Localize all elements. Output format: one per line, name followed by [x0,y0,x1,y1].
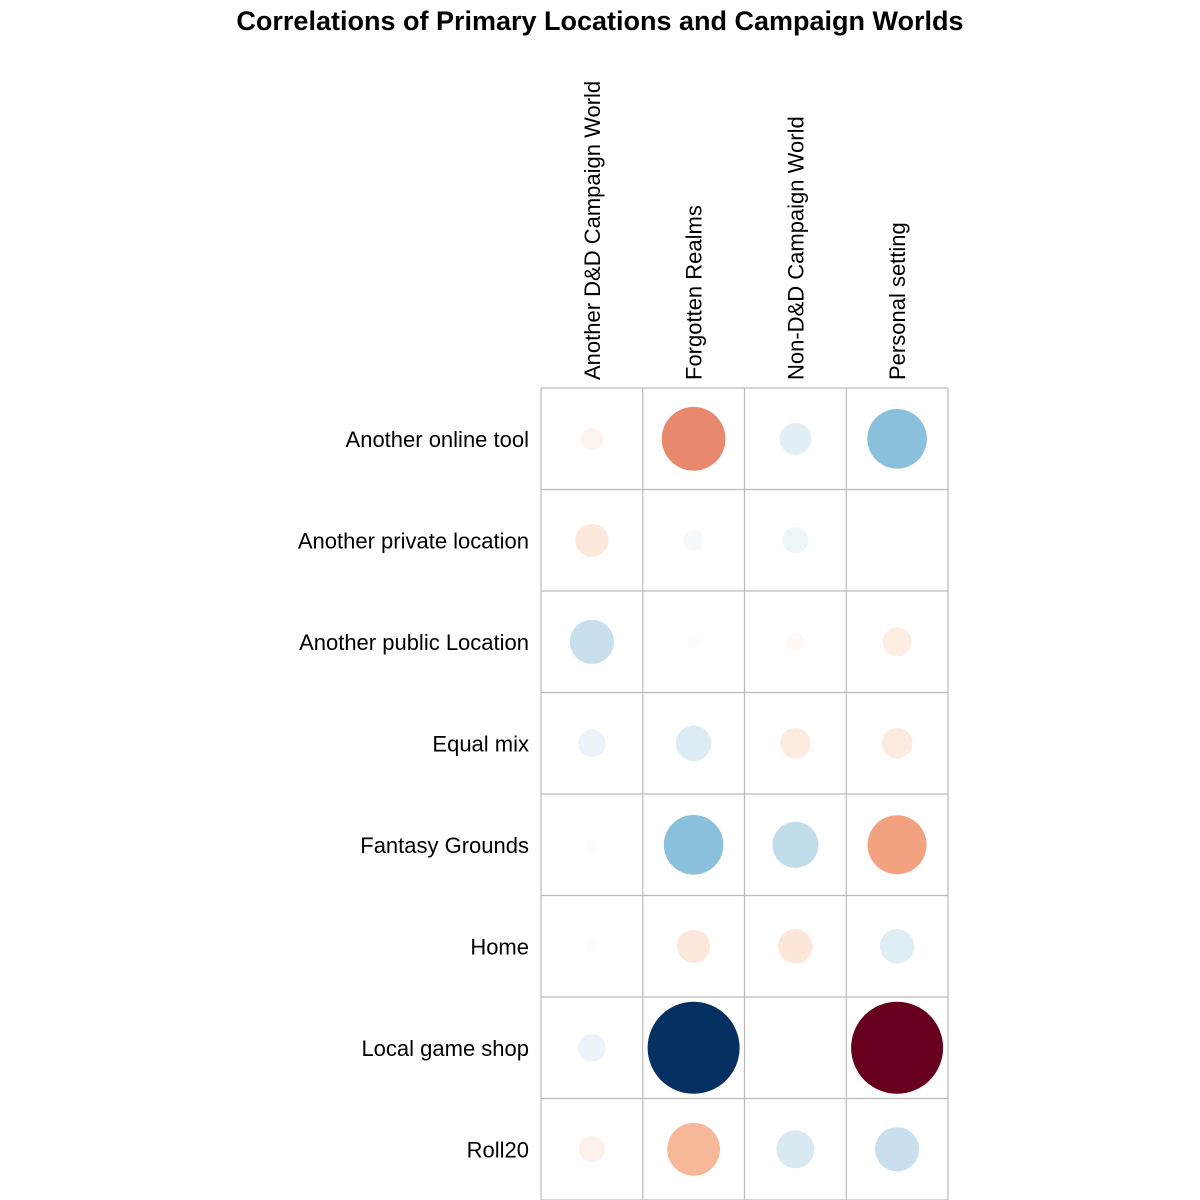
row-label: Another online tool [346,427,529,452]
correlation-circle [851,1002,943,1094]
correlation-circle [772,822,818,868]
column-label: Forgotten Realms [682,205,707,380]
row-label: Another private location [298,528,529,553]
column-label: Non-D&D Campaign World [783,116,808,380]
correlation-circles [570,407,943,1176]
correlation-circle [575,524,608,557]
correlation-circle [782,527,808,553]
correlation-circle [677,930,710,963]
row-labels: Another online tool Another private locat… [298,427,529,1163]
row-label: Local game shop [361,1036,529,1061]
correlation-circle [667,1123,720,1176]
correlation-circle [776,1130,814,1168]
correlation-circle [578,1034,606,1062]
correlation-circle [579,1136,605,1162]
correlation-circle [780,423,812,455]
correlation-circle [875,1127,919,1171]
correlation-circle [880,929,914,963]
correlation-circle [585,940,598,953]
correlation-circle [868,815,927,874]
correlation-circle [585,838,598,851]
correlation-circle [648,1002,740,1094]
correlation-circle [578,730,606,758]
row-label: Another public Location [299,630,529,655]
correlation-circle [664,815,724,875]
correlation-circle [570,620,614,664]
correlation-circle [883,627,912,656]
correlation-circle [683,530,704,551]
correlation-circle [581,428,604,451]
row-label: Roll20 [467,1137,529,1162]
correlation-circle [687,635,700,648]
correlation-circle [780,728,811,759]
correlation-circle [786,633,804,651]
column-labels: Another D&D Campaign World Forgotten Real… [580,81,910,380]
correlation-circle [867,409,927,469]
correlation-circle [676,726,712,762]
correlation-circle [882,728,913,759]
correlation-circle [778,929,812,963]
correlation-circle [662,407,726,471]
row-label: Fantasy Grounds [360,833,529,858]
column-label: Personal setting [885,222,910,380]
row-label: Equal mix [432,731,529,756]
column-label: Another D&D Campaign World [580,81,605,380]
row-label: Home [470,934,529,959]
